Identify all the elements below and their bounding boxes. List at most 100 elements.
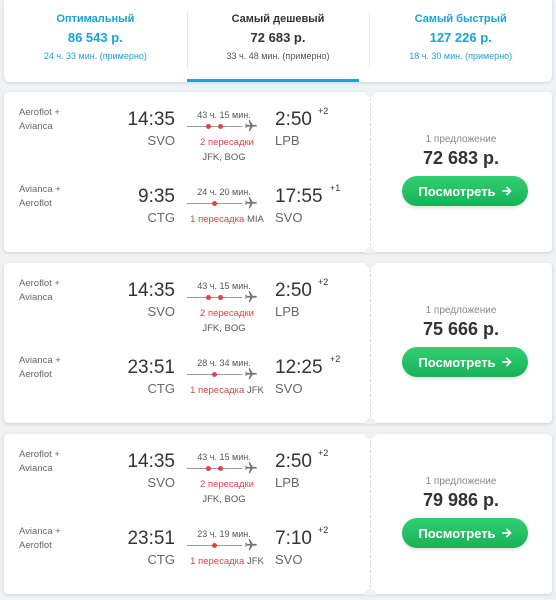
stop-dot (206, 466, 211, 471)
arrival-time: 2:50 (275, 109, 312, 131)
outbound-segment: Aeroflot + Avianca 14:35 SVO 43 ч. 15 ми… (4, 106, 370, 176)
airline-name: Avianca (19, 463, 53, 474)
stops-airports: JFK, BOG (202, 152, 246, 163)
departure-time: 23:51 (127, 528, 175, 549)
arrow-right-icon (501, 186, 511, 196)
plane-icon (245, 197, 257, 209)
flight-duration: 28 ч. 34 мин. (197, 358, 251, 368)
tab-duration: 18 ч. 30 мин. (примерно) (409, 51, 513, 61)
route-line (187, 543, 242, 548)
stop-dot (212, 201, 217, 206)
departure-airport: SVO (147, 133, 175, 148)
stops-airports: JFK (246, 385, 264, 396)
airline-name: Avianca (19, 121, 53, 132)
airline-name: Aeroflot (19, 540, 52, 551)
arrow-right-icon (501, 357, 511, 367)
day-offset: +1 (330, 183, 341, 193)
return-segment: Avianca + Aeroflot 23:51 CTG 23 ч. 19 ми… (4, 525, 370, 595)
plane-icon (245, 291, 257, 303)
arrival-time-value: 17:55 (275, 186, 323, 207)
tab-title: Самый быстрый (414, 13, 507, 25)
ticket-card[interactable]: Aeroflot + Avianca 14:35 SVO 43 ч. 15 ми… (4, 262, 552, 424)
arrival-airport: LPB (275, 304, 300, 319)
ticket-notch (364, 91, 376, 97)
departure-time: 14:35 (127, 280, 175, 301)
airline-name: Aeroflot (19, 198, 52, 209)
route-line (187, 201, 242, 206)
stop-dot (218, 295, 223, 300)
ticket-divider (370, 98, 371, 246)
offers-count: 1 предложение (425, 476, 497, 487)
ticket-notch (364, 418, 376, 424)
ticket-notch (364, 247, 376, 253)
day-offset: +2 (318, 448, 329, 458)
outbound-segment: Aeroflot + Avianca 14:35 SVO 43 ч. 15 ми… (4, 277, 370, 347)
stops-count: 2 пересадки (200, 308, 254, 319)
ticket-card[interactable]: Aeroflot + Avianca 14:35 SVO 43 ч. 15 ми… (4, 91, 552, 253)
airline-names: Aeroflot + Avianca (19, 106, 99, 134)
departure-airport: CTG (147, 552, 175, 567)
ticket-price: 75 666 р. (422, 319, 500, 339)
day-offset: +2 (330, 354, 341, 364)
ticket-divider (370, 440, 371, 588)
airline-names: Avianca + Aeroflot (19, 183, 99, 211)
flight-duration: 43 ч. 15 мин. (197, 110, 251, 120)
plane-icon (245, 368, 257, 380)
offers-count: 1 предложение (425, 305, 497, 316)
departure-airport: SVO (147, 475, 175, 490)
airline-name: Aeroflot + (19, 107, 60, 118)
route-line (187, 295, 242, 300)
stops-info: 1 пересадка JFK (173, 385, 281, 396)
route-line (187, 372, 242, 377)
day-offset: +2 (318, 277, 329, 287)
view-offer-button[interactable]: Посмотреть (402, 176, 528, 206)
tab-optimal[interactable]: Оптимальный 86 543 р. 24 ч. 33 мин. (при… (4, 0, 187, 82)
day-offset: +2 (318, 525, 329, 535)
arrival-time: 2:50 (275, 280, 312, 302)
arrival-airport: SVO (275, 210, 303, 225)
stop-dot (206, 124, 211, 129)
stops-airports: JFK (246, 556, 264, 567)
airline-name: Aeroflot (19, 369, 52, 380)
airline-names: Avianca + Aeroflot (19, 354, 99, 382)
airline-name: Aeroflot + (19, 278, 60, 289)
return-segment: Avianca + Aeroflot 9:35 CTG 24 ч. 20 мин… (4, 183, 370, 253)
stops-airports: MIA (246, 214, 264, 225)
stop-dot (218, 124, 223, 129)
arrival-time: 12:25 (275, 357, 323, 379)
stops-info: 1 пересадка MIA (173, 214, 281, 225)
arrival-time: 17:55 (275, 186, 323, 208)
tab-cheapest[interactable]: Самый дешевый 72 683 р. 33 ч. 48 мин. (п… (186, 0, 370, 82)
view-offer-label: Посмотреть (418, 525, 496, 541)
stop-dot (206, 295, 211, 300)
view-offer-button[interactable]: Посмотреть (402, 518, 528, 548)
tab-fastest[interactable]: Самый быстрый 127 226 р. 18 ч. 30 мин. (… (369, 0, 552, 82)
ticket-card[interactable]: Aeroflot + Avianca 14:35 SVO 43 ч. 15 ми… (4, 433, 552, 595)
arrival-time-value: 2:50 (275, 109, 312, 130)
stops-count: 2 пересадки (200, 479, 254, 490)
airline-names: Aeroflot + Avianca (19, 277, 99, 305)
arrival-airport: LPB (275, 475, 300, 490)
sort-tabs: Оптимальный 86 543 р. 24 ч. 33 мин. (при… (4, 0, 552, 82)
departure-time: 14:35 (127, 109, 175, 130)
stops-count: 2 пересадки (200, 137, 254, 148)
return-segment: Avianca + Aeroflot 23:51 CTG 28 ч. 34 ми… (4, 354, 370, 424)
plane-icon (245, 462, 257, 474)
airline-name: Avianca (19, 292, 53, 303)
tab-duration: 24 ч. 33 мин. (примерно) (43, 51, 147, 61)
view-offer-label: Посмотреть (418, 183, 496, 199)
stop-dot (218, 466, 223, 471)
departure-airport: CTG (147, 381, 175, 396)
departure-time: 14:35 (127, 451, 175, 472)
ticket-divider (370, 269, 371, 417)
arrival-time-value: 2:50 (275, 451, 312, 472)
tab-price: 72 683 р. (250, 30, 306, 45)
arrival-time: 2:50 (275, 451, 312, 473)
day-offset: +2 (318, 106, 329, 116)
tab-duration: 33 ч. 48 мин. (примерно) (226, 51, 330, 61)
airline-names: Avianca + Aeroflot (19, 525, 99, 553)
view-offer-button[interactable]: Посмотреть (402, 347, 528, 377)
plane-icon (245, 120, 257, 132)
stop-dot (212, 543, 217, 548)
arrival-time: 7:10 (275, 528, 312, 550)
